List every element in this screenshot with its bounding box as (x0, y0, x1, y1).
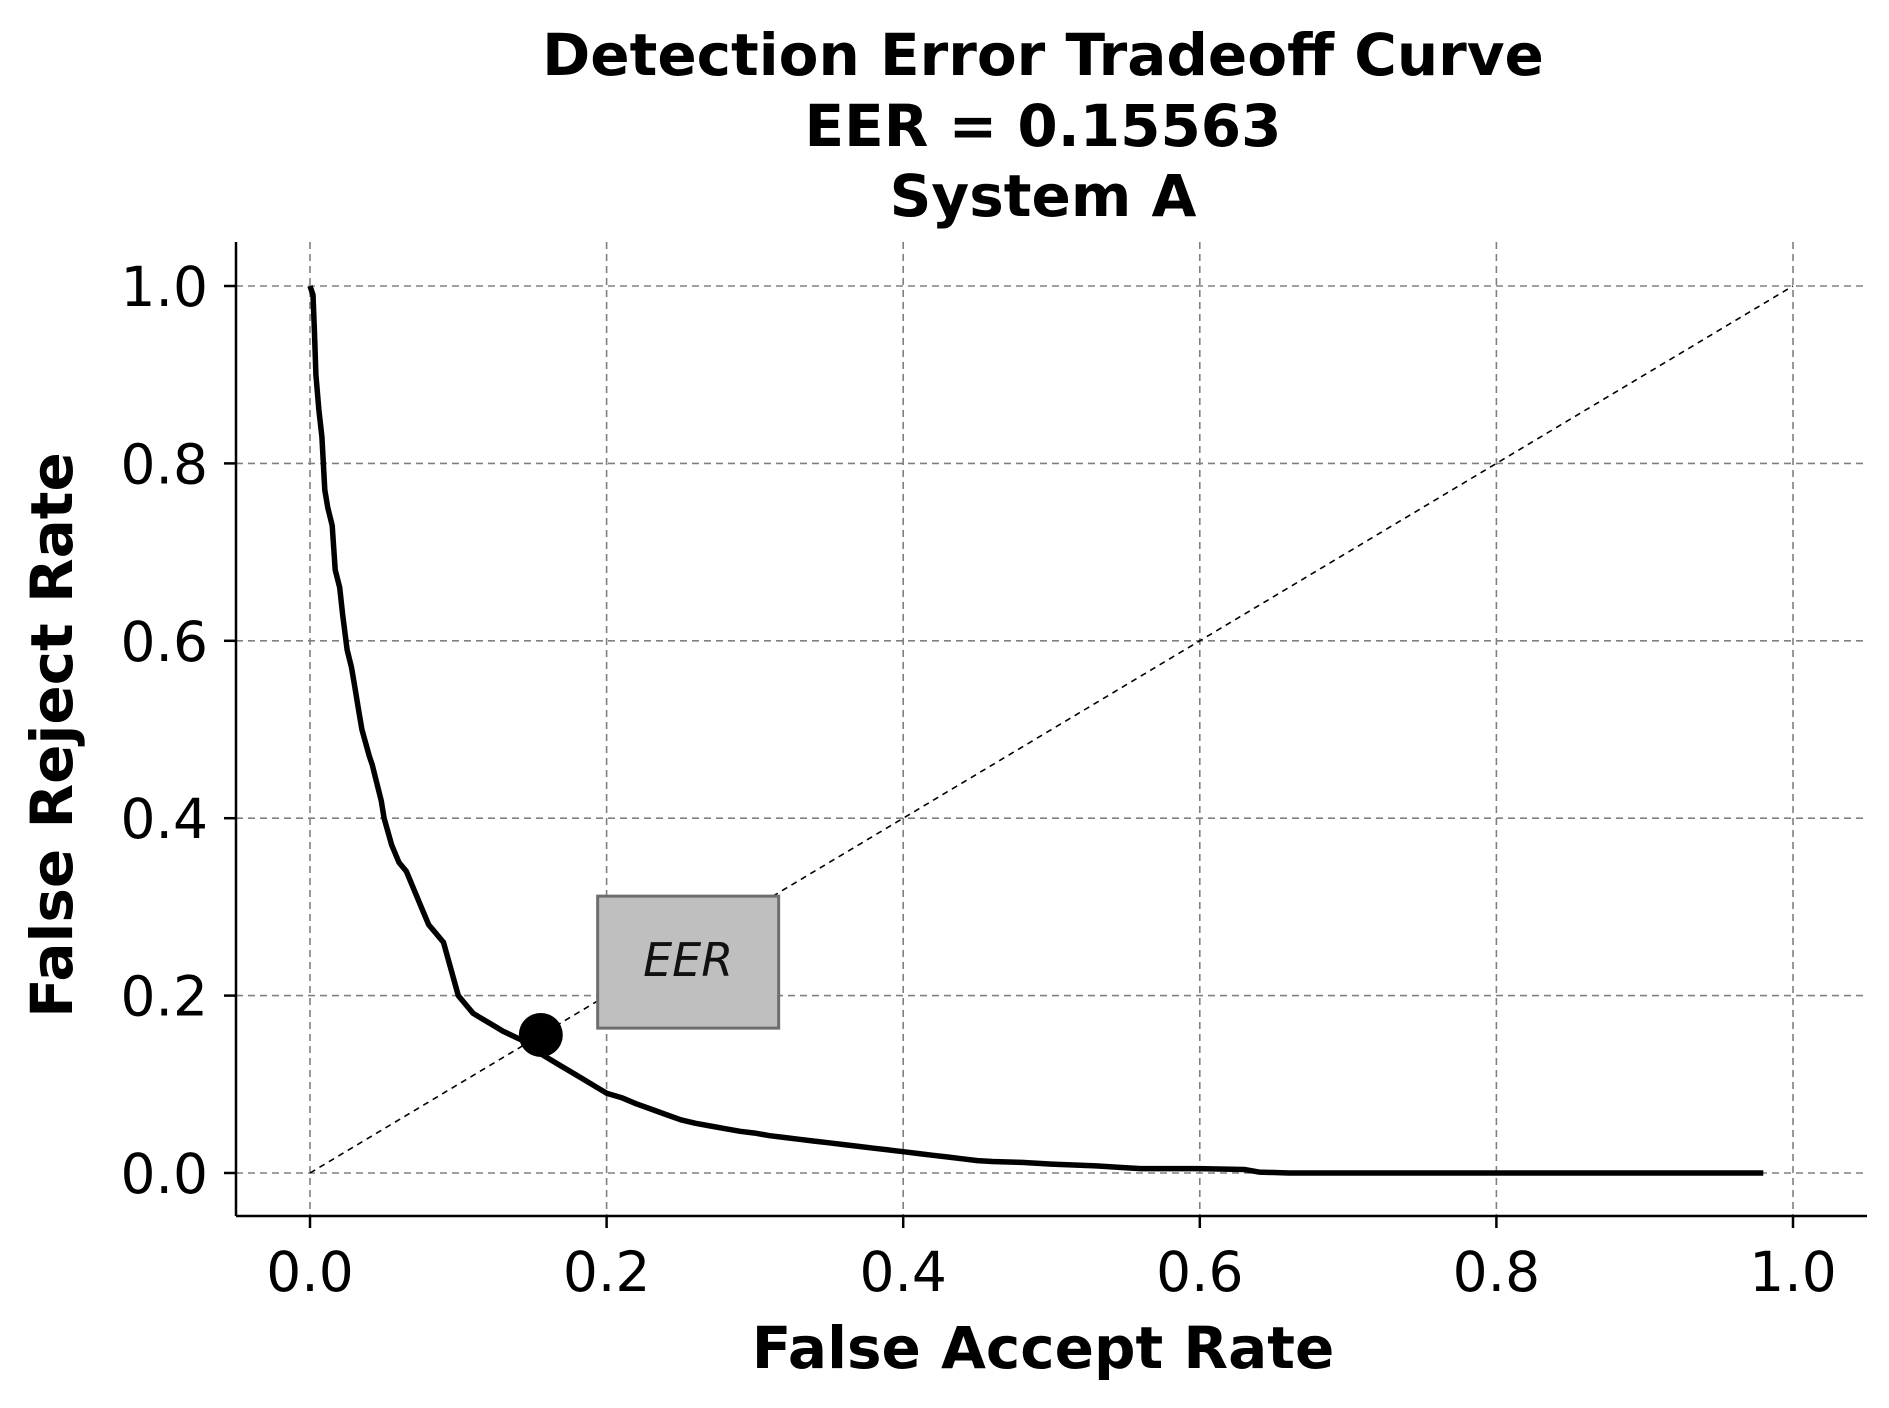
x-tick-label-0: 0.0 (266, 1240, 353, 1304)
x-tick-label-1: 0.2 (563, 1240, 650, 1304)
y-axis-label: False Reject Rate (18, 452, 86, 1018)
x-axis-label: False Accept Rate (752, 1314, 1335, 1382)
y-tick-label-5: 1.0 (121, 255, 208, 319)
x-tick-label-4: 0.8 (1453, 1240, 1540, 1304)
eer-point-marker (518, 1012, 563, 1057)
eer-annotation-label: EER (643, 933, 733, 987)
y-tick-label-4: 0.8 (121, 432, 208, 496)
annotation-layer: EER (518, 894, 781, 1057)
x-tick-label-2: 0.4 (859, 1240, 946, 1304)
x-tick-label-3: 0.6 (1156, 1240, 1243, 1304)
chart-title-line-2: EER = 0.15563 (804, 92, 1281, 160)
chart-title-line-1: Detection Error Tradeoff Curve (542, 21, 1544, 89)
x-tick-label-5: 1.0 (1749, 1240, 1836, 1304)
ticks: 0.0 0.2 0.4 0.6 0.8 1.0 0.0 0.2 0.4 0.6 0.8 1.0 (121, 255, 1837, 1304)
y-tick-label-0: 0.0 (121, 1142, 208, 1206)
y-tick-label-3: 0.6 (121, 610, 208, 674)
y-tick-label-1: 0.2 (121, 965, 208, 1029)
chart-title-line-3: System A (890, 162, 1197, 230)
det-curve-line (307, 285, 1764, 1176)
y-tick-label-2: 0.4 (121, 787, 208, 851)
eer-annotation-box (596, 894, 781, 1030)
grid (236, 242, 1867, 1216)
axes (234, 242, 1867, 1218)
